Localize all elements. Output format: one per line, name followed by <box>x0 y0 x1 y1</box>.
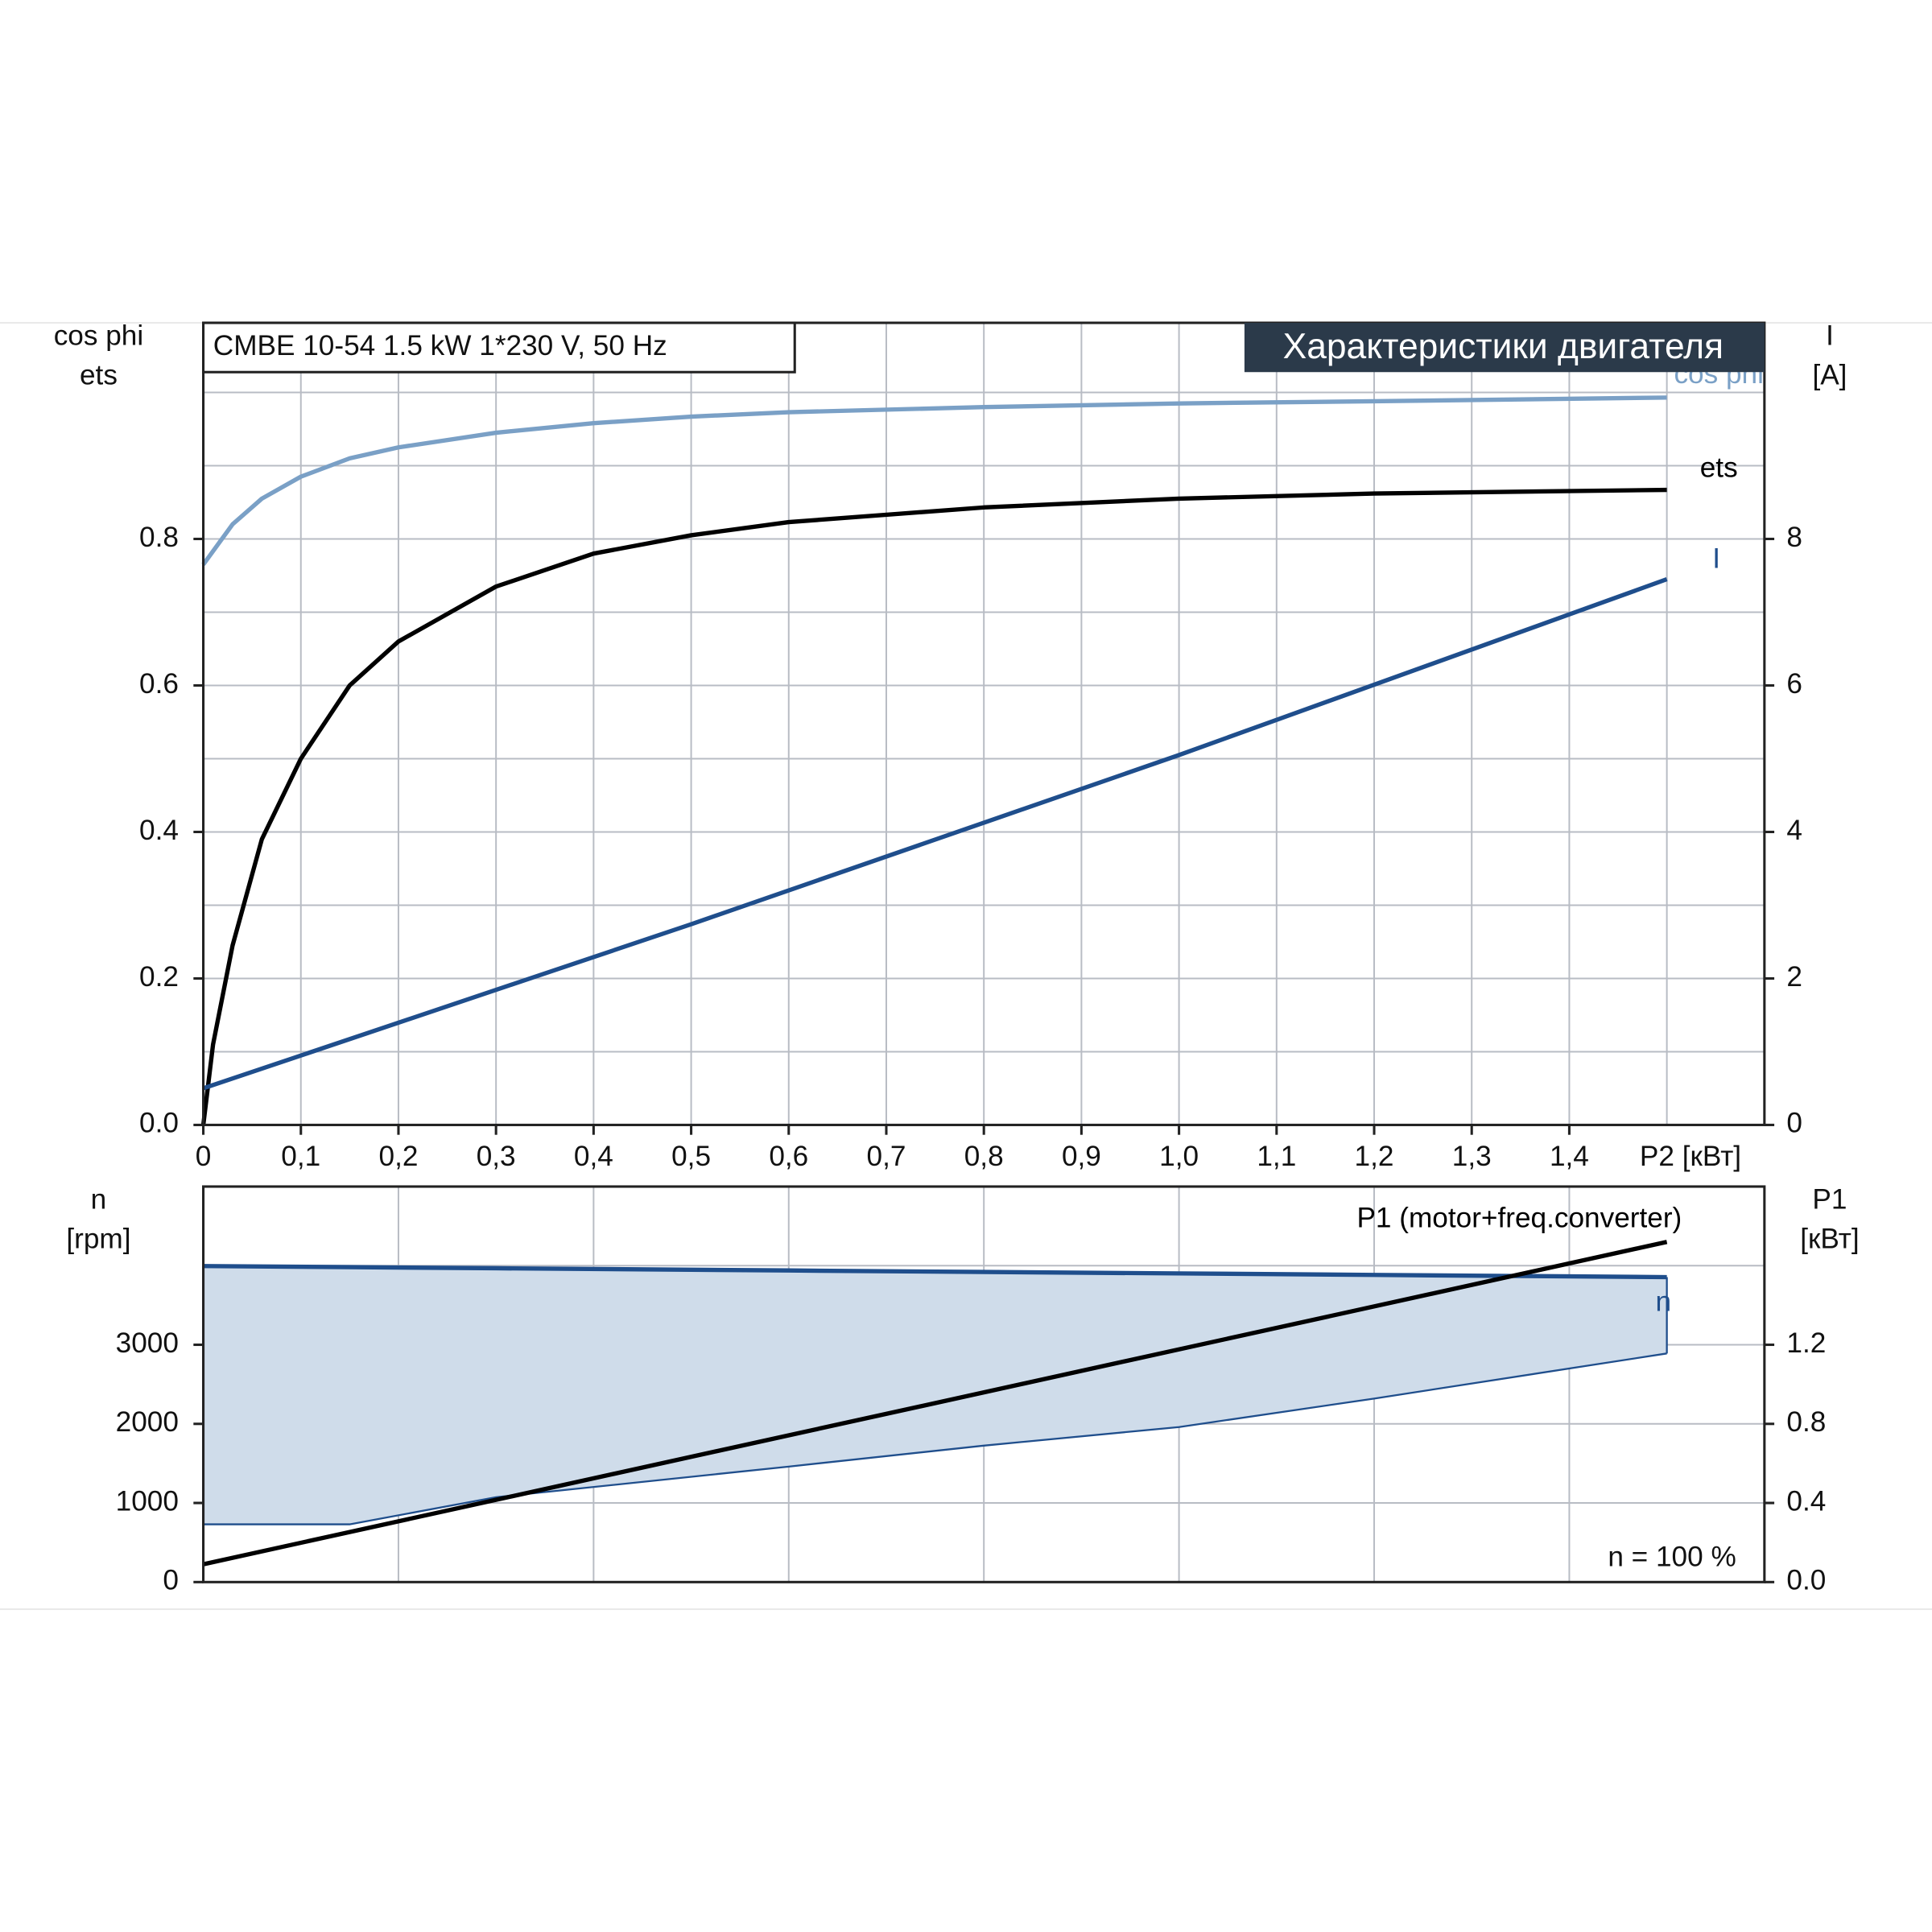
y2-tick-label: 0 <box>1786 1108 1802 1139</box>
x-axis-label: P2 [кВт] <box>1640 1141 1741 1172</box>
y2-axis-label: [A] <box>1812 360 1847 391</box>
chart-title: CMBE 10-54 1.5 kW 1*230 V, 50 Hz <box>213 330 667 361</box>
title-box <box>202 321 796 374</box>
x-tick-label: 0,9 <box>1062 1141 1101 1172</box>
y2-tick-label: 8 <box>1786 522 1802 553</box>
y-tick-label: 2000 <box>116 1406 179 1438</box>
annotation-box <box>1589 1540 1757 1578</box>
series-label: ets <box>1700 452 1738 483</box>
series-label: n <box>1656 1286 1672 1318</box>
x-tick-label: 0,1 <box>281 1141 320 1172</box>
y-tick-label: 1000 <box>116 1485 179 1517</box>
series-label: P1 (motor+freq.converter) <box>1356 1203 1682 1234</box>
y-tick-label: 0.0 <box>139 1108 179 1139</box>
series-line <box>202 577 1668 1091</box>
y-tick-label: 0.6 <box>139 668 179 700</box>
plot-frame <box>202 1185 1766 1583</box>
y2-axis-label: [кВт] <box>1800 1224 1859 1255</box>
x-tick-label: 0,2 <box>379 1141 419 1172</box>
x-tick-label: 1,0 <box>1159 1141 1199 1172</box>
chart-subtitle: Характеристики двигателя <box>1283 327 1724 366</box>
series-label: I <box>1712 543 1720 575</box>
x-tick-label: 0,3 <box>477 1141 516 1172</box>
area-band <box>203 1265 1667 1525</box>
y2-tick-label: 1.2 <box>1786 1327 1826 1359</box>
y-axis-label: ets <box>80 360 118 391</box>
y2-axis-label: I <box>1826 320 1834 352</box>
y-tick-label: 0.4 <box>139 815 179 846</box>
series-line <box>202 1240 1668 1567</box>
y2-axis-label: P1 <box>1812 1184 1847 1216</box>
series-line <box>203 1264 1667 1280</box>
series-line <box>201 395 1667 566</box>
x-tick-label: 0,7 <box>867 1141 906 1172</box>
x-tick-label: 0,5 <box>671 1141 711 1172</box>
x-tick-label: 1,2 <box>1355 1141 1394 1172</box>
y-tick-label: 0.2 <box>139 961 179 993</box>
x-tick-label: 0,4 <box>574 1141 613 1172</box>
y2-tick-label: 2 <box>1786 961 1802 993</box>
x-tick-label: 0 <box>196 1141 212 1172</box>
y-axis-label: [rpm] <box>66 1224 130 1255</box>
subtitle-box <box>1244 323 1765 373</box>
y-axis-label: cos phi <box>54 320 144 352</box>
x-tick-label: 0,6 <box>769 1141 808 1172</box>
y-tick-label: 3000 <box>116 1327 179 1359</box>
y2-tick-label: 4 <box>1786 815 1802 846</box>
y2-tick-label: 6 <box>1786 668 1802 700</box>
y2-tick-label: 0.4 <box>1786 1485 1826 1517</box>
y-tick-label: 0 <box>163 1565 179 1596</box>
y-axis-label: n <box>91 1184 107 1216</box>
annotation: n = 100 % <box>1608 1542 1736 1573</box>
x-tick-label: 1,1 <box>1257 1141 1296 1172</box>
x-tick-label: 0,8 <box>964 1141 1004 1172</box>
series-line <box>200 487 1667 1125</box>
y2-tick-label: 0.0 <box>1786 1565 1826 1596</box>
y2-tick-label: 0.8 <box>1786 1406 1826 1438</box>
x-tick-label: 1,4 <box>1550 1141 1589 1172</box>
x-tick-label: 1,3 <box>1452 1141 1492 1172</box>
y-tick-label: 0.8 <box>139 522 179 553</box>
band-lower-line <box>203 1352 1667 1525</box>
